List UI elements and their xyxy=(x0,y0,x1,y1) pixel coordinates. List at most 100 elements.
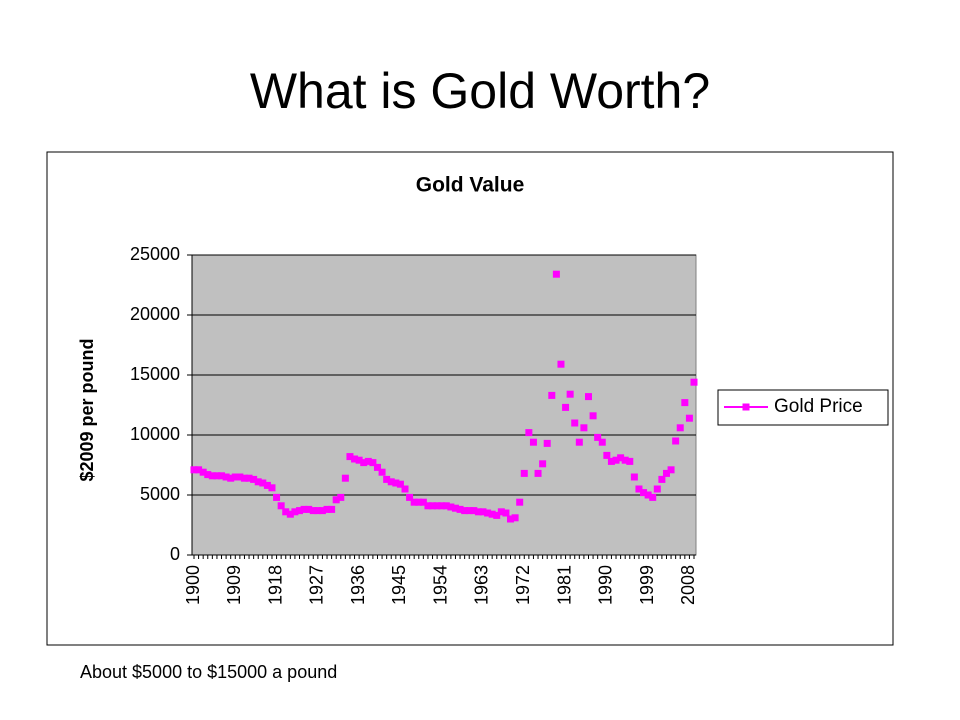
marker xyxy=(433,502,441,510)
y-axis-title: $2009 per pound xyxy=(77,338,97,481)
marker xyxy=(396,480,404,488)
marker xyxy=(332,496,340,504)
marker xyxy=(419,498,427,506)
x-tick-label: 1918 xyxy=(265,565,285,605)
marker xyxy=(690,378,698,386)
x-tick-label: 1981 xyxy=(554,565,574,605)
marker xyxy=(603,451,611,459)
marker xyxy=(658,475,666,483)
y-tick-label: 20000 xyxy=(130,304,180,324)
marker xyxy=(543,439,551,447)
marker xyxy=(442,502,450,510)
marker xyxy=(447,503,455,511)
marker xyxy=(213,472,221,480)
marker xyxy=(644,491,652,499)
marker xyxy=(328,505,336,513)
marker xyxy=(465,507,473,515)
marker xyxy=(479,508,487,516)
marker xyxy=(672,437,680,445)
marker xyxy=(621,456,629,464)
marker xyxy=(392,479,400,487)
marker xyxy=(273,493,281,501)
marker xyxy=(296,507,304,515)
marker xyxy=(488,510,496,518)
marker xyxy=(617,454,625,462)
marker xyxy=(630,473,638,481)
marker xyxy=(635,485,643,493)
chart-title: Gold Value xyxy=(416,174,525,197)
marker xyxy=(493,511,501,519)
marker xyxy=(300,505,308,513)
marker xyxy=(199,468,207,476)
marker xyxy=(667,466,675,474)
marker xyxy=(607,457,615,465)
y-tick-label: 5000 xyxy=(140,484,180,504)
marker xyxy=(263,481,271,489)
plot-area xyxy=(191,254,697,556)
marker xyxy=(539,460,547,468)
y-tick-label: 25000 xyxy=(130,244,180,264)
marker xyxy=(383,475,391,483)
marker xyxy=(415,498,423,506)
marker xyxy=(277,502,285,510)
marker xyxy=(649,493,657,501)
marker xyxy=(309,507,317,515)
x-tick-label: 1909 xyxy=(224,565,244,605)
marker xyxy=(502,509,510,517)
marker xyxy=(268,484,276,492)
marker xyxy=(351,455,359,463)
marker xyxy=(511,514,519,522)
marker xyxy=(594,433,602,441)
marker xyxy=(424,502,432,510)
x-tick-label: 1900 xyxy=(183,565,203,605)
marker xyxy=(406,493,414,501)
marker xyxy=(612,456,620,464)
marker xyxy=(218,472,226,480)
caption: About $5000 to $15000 a pound xyxy=(80,662,337,682)
marker xyxy=(529,438,537,446)
marker xyxy=(520,469,528,477)
x-tick-label: 1972 xyxy=(513,565,533,605)
marker xyxy=(562,403,570,411)
marker xyxy=(516,498,524,506)
y-tick-label: 10000 xyxy=(130,424,180,444)
marker xyxy=(580,424,588,432)
marker xyxy=(484,509,492,517)
marker xyxy=(474,508,482,516)
marker xyxy=(373,463,381,471)
marker xyxy=(685,414,693,422)
marker xyxy=(653,485,661,493)
marker xyxy=(341,474,349,482)
marker xyxy=(552,270,560,278)
x-tick-label: 1927 xyxy=(307,565,327,605)
marker xyxy=(231,473,239,481)
marker xyxy=(438,502,446,510)
x-tick-label: 1945 xyxy=(389,565,409,605)
marker xyxy=(314,507,322,515)
marker xyxy=(525,429,533,437)
marker xyxy=(589,412,597,420)
x-tick-label: 1954 xyxy=(430,565,450,605)
marker xyxy=(222,473,230,481)
marker xyxy=(640,489,648,497)
marker xyxy=(318,507,326,515)
x-tick-label: 1999 xyxy=(637,565,657,605)
marker xyxy=(250,475,258,483)
marker xyxy=(323,505,331,513)
marker xyxy=(236,473,244,481)
marker xyxy=(364,457,372,465)
marker xyxy=(571,419,579,427)
marker xyxy=(470,507,478,515)
marker xyxy=(662,469,670,477)
marker xyxy=(190,466,198,474)
marker xyxy=(534,469,542,477)
marker xyxy=(461,507,469,515)
marker xyxy=(360,459,368,467)
marker xyxy=(584,393,592,401)
marker xyxy=(507,515,515,523)
marker xyxy=(410,498,418,506)
marker xyxy=(676,424,684,432)
marker xyxy=(286,510,294,518)
marker xyxy=(291,508,299,516)
marker xyxy=(575,438,583,446)
